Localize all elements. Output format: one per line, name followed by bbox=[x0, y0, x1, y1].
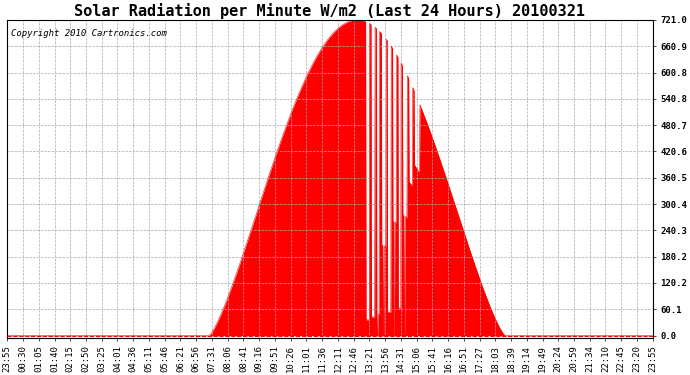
Title: Solar Radiation per Minute W/m2 (Last 24 Hours) 20100321: Solar Radiation per Minute W/m2 (Last 24… bbox=[75, 3, 586, 19]
Text: Copyright 2010 Cartronics.com: Copyright 2010 Cartronics.com bbox=[10, 30, 166, 39]
